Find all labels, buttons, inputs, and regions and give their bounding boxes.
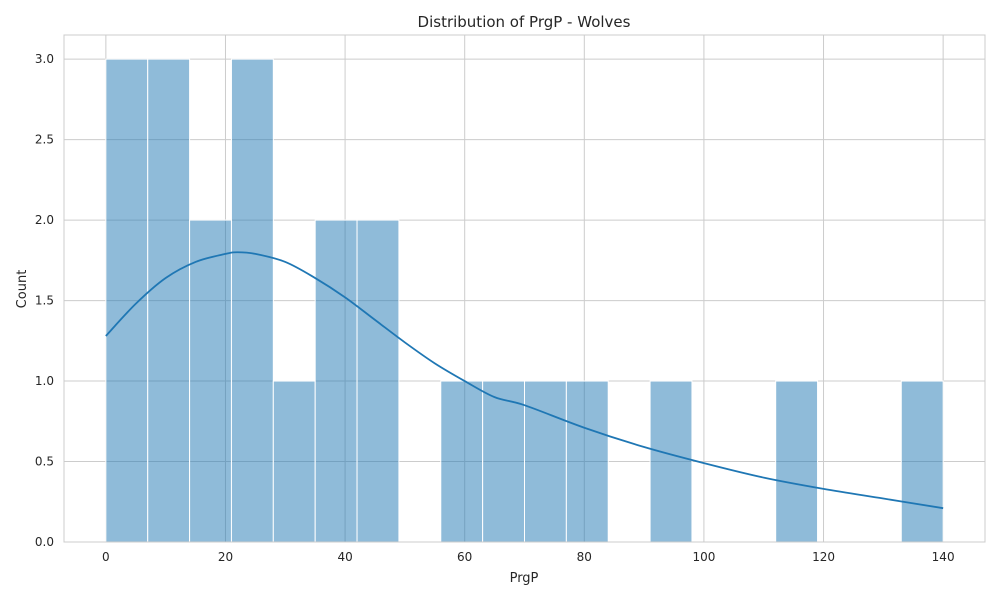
histogram-bar (105, 58, 149, 543)
x-tick-label: 60 (457, 550, 472, 564)
x-tick-label: 0 (102, 550, 110, 564)
x-tick-label: 40 (337, 550, 352, 564)
y-tick-label: 0.5 (35, 455, 54, 469)
histogram-bar (314, 219, 358, 543)
kde-curve-group (105, 251, 944, 510)
histogram-bar (356, 219, 400, 543)
y-axis-label: Count (15, 270, 30, 309)
histogram-bar (147, 58, 191, 543)
histogram-bar (900, 380, 944, 543)
histogram-bar (775, 380, 819, 543)
y-tick-label: 0.0 (35, 535, 54, 549)
histogram-bar (524, 380, 567, 543)
x-tick-label: 80 (577, 550, 592, 564)
kde-curve (105, 251, 944, 510)
plot-frame (63, 34, 986, 543)
histogram-bar (189, 219, 232, 543)
x-axis-ticks: 0 20 40 60 80 100 120 140 (102, 550, 955, 564)
x-tick-label: 20 (218, 550, 233, 564)
y-tick-label: 2.0 (35, 213, 54, 227)
histogram-bar (272, 380, 316, 543)
histogram-bars (105, 58, 944, 543)
x-axis-label: PrgP (510, 571, 539, 586)
histogram-bar (440, 380, 484, 543)
histogram-bar (565, 380, 609, 543)
y-axis-ticks: 0.0 0.5 1.0 1.5 2.0 2.5 3.0 (35, 52, 54, 549)
y-tick-label: 2.5 (35, 133, 54, 147)
x-tick-label: 100 (692, 550, 715, 564)
x-tick-label: 140 (932, 550, 955, 564)
x-tick-label: 120 (812, 550, 835, 564)
chart-title: Distribution of PrgP - Wolves (418, 13, 631, 31)
histogram-bar (230, 58, 274, 543)
y-tick-label: 1.5 (35, 294, 54, 308)
y-tick-label: 3.0 (35, 52, 54, 66)
histogram-bar (649, 380, 693, 543)
plot-border (63, 34, 986, 543)
histogram-bar (482, 380, 525, 543)
y-tick-label: 1.0 (35, 374, 54, 388)
